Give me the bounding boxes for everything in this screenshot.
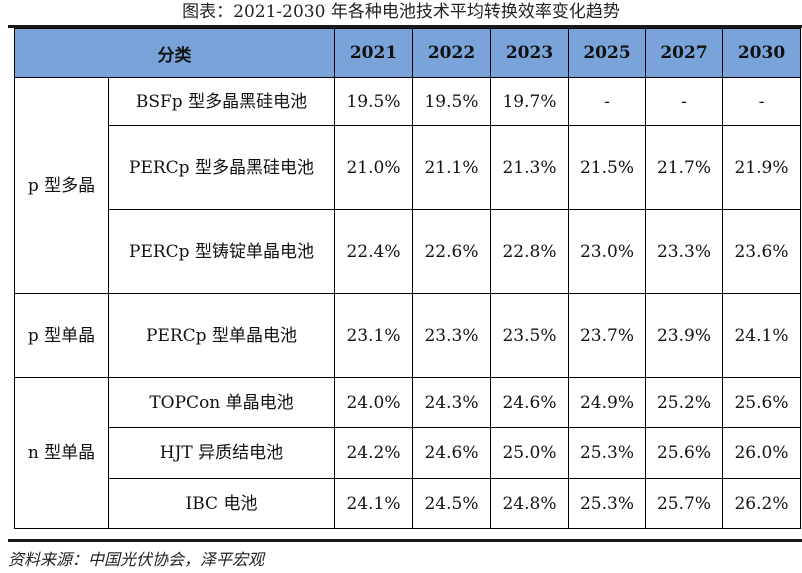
cell-value: - — [722, 77, 801, 126]
cell-name: TOPCon 单晶电池 — [108, 377, 335, 428]
cell-name: PERCp 型铸锭单晶电池 — [108, 209, 335, 294]
cell-value: 25.7% — [645, 478, 723, 529]
cell-value: 23.3% — [645, 209, 723, 294]
table-row: IBC 电池 24.1% 24.5% 24.8% 25.3% 25.7% 26.… — [15, 478, 801, 529]
cell-value: 25.3% — [568, 478, 646, 529]
cell-value: 24.9% — [568, 377, 646, 428]
header-year: 2030 — [722, 28, 801, 78]
cell-value: 25.6% — [645, 427, 723, 479]
cell-value: 21.7% — [645, 125, 723, 210]
cell-value: 24.8% — [490, 478, 569, 529]
header-year: 2027 — [645, 28, 723, 78]
bottom-rule — [8, 539, 802, 542]
cell-value: 23.1% — [334, 293, 413, 378]
cell-name: PERCp 型多晶黑硅电池 — [108, 125, 335, 210]
cell-value: 25.6% — [722, 377, 801, 428]
table-row: p 型多晶 BSFp 型多晶黑硅电池 19.5% 19.5% 19.7% - -… — [14, 77, 801, 294]
cell-value: 21.3% — [490, 125, 569, 210]
cell-value: 26.0% — [722, 427, 801, 479]
cell-name: PERCp 型单晶电池 — [108, 293, 335, 378]
table-caption: 图表：2021-2030 年各种电池技术平均转换效率变化趋势 — [182, 2, 620, 22]
source-note: 资料来源：中国光伏协会，泽平宏观 — [8, 550, 265, 569]
cell-value: 25.0% — [490, 427, 569, 479]
cell-value: 24.1% — [334, 478, 413, 529]
cell-value: 24.6% — [412, 427, 491, 479]
cell-value: 23.9% — [645, 293, 723, 378]
cell-value: 23.5% — [490, 293, 569, 378]
efficiency-table: 分类 2021 2022 2023 2025 2027 2030 p 型多晶 B… — [14, 28, 801, 529]
top-rule — [8, 25, 802, 28]
cell-value: 25.3% — [568, 427, 646, 479]
cell-value: 19.7% — [490, 77, 569, 126]
cell-value: 25.2% — [645, 377, 723, 428]
cell-value: - — [568, 77, 646, 126]
header-year: 2022 — [412, 28, 491, 78]
table-row: HJT 异质结电池 24.2% 24.6% 25.0% 25.3% 25.6% … — [15, 427, 801, 479]
cell-name: IBC 电池 — [108, 478, 335, 529]
cell-value: 23.3% — [412, 293, 491, 378]
table-row: p 型单晶 PERCp 型单晶电池 23.1% 23.3% 23.5% 23.7… — [14, 293, 801, 378]
cell-value: 21.1% — [412, 125, 491, 210]
cell-value: 21.9% — [722, 125, 801, 210]
cell-value: 22.6% — [412, 209, 491, 294]
header-row: 分类 2021 2022 2023 2025 2027 2030 — [14, 28, 801, 78]
cell-value: 22.4% — [334, 209, 413, 294]
cell-value: 23.0% — [568, 209, 646, 294]
cell-value: 19.5% — [334, 77, 413, 126]
cell-value: 26.2% — [722, 478, 801, 529]
table-row: PERCp 型铸锭单晶电池 22.4% 22.6% 22.8% 23.0% 23… — [15, 209, 801, 294]
cell-value: 24.3% — [412, 377, 491, 428]
cell-value: 23.7% — [568, 293, 646, 378]
group-label-p-mono: p 型单晶 — [14, 293, 109, 378]
header-category: 分类 — [14, 28, 335, 78]
cell-value: 21.5% — [568, 125, 646, 210]
header-year: 2021 — [334, 28, 413, 78]
table-row: PERCp 型多晶黑硅电池 21.0% 21.1% 21.3% 21.5% 21… — [15, 125, 801, 210]
table-row: n 型单晶 TOPCon 单晶电池 24.0% 24.3% 24.6% 24.9… — [14, 377, 801, 529]
cell-value: 24.5% — [412, 478, 491, 529]
cell-value: 24.1% — [722, 293, 801, 378]
cell-value: 24.2% — [334, 427, 413, 479]
cell-value: 19.5% — [412, 77, 491, 126]
cell-value: 24.6% — [490, 377, 569, 428]
group-label-p-multi: p 型多晶 — [14, 77, 109, 294]
header-year: 2023 — [490, 28, 569, 78]
cell-value: 24.0% — [334, 377, 413, 428]
cell-value: 23.6% — [722, 209, 801, 294]
cell-value: 21.0% — [334, 125, 413, 210]
cell-value: - — [645, 77, 723, 126]
header-year: 2025 — [568, 28, 646, 78]
cell-value: 22.8% — [490, 209, 569, 294]
cell-name: BSFp 型多晶黑硅电池 — [108, 77, 335, 126]
group-label-n-mono: n 型单晶 — [14, 377, 109, 529]
cell-name: HJT 异质结电池 — [108, 427, 335, 479]
